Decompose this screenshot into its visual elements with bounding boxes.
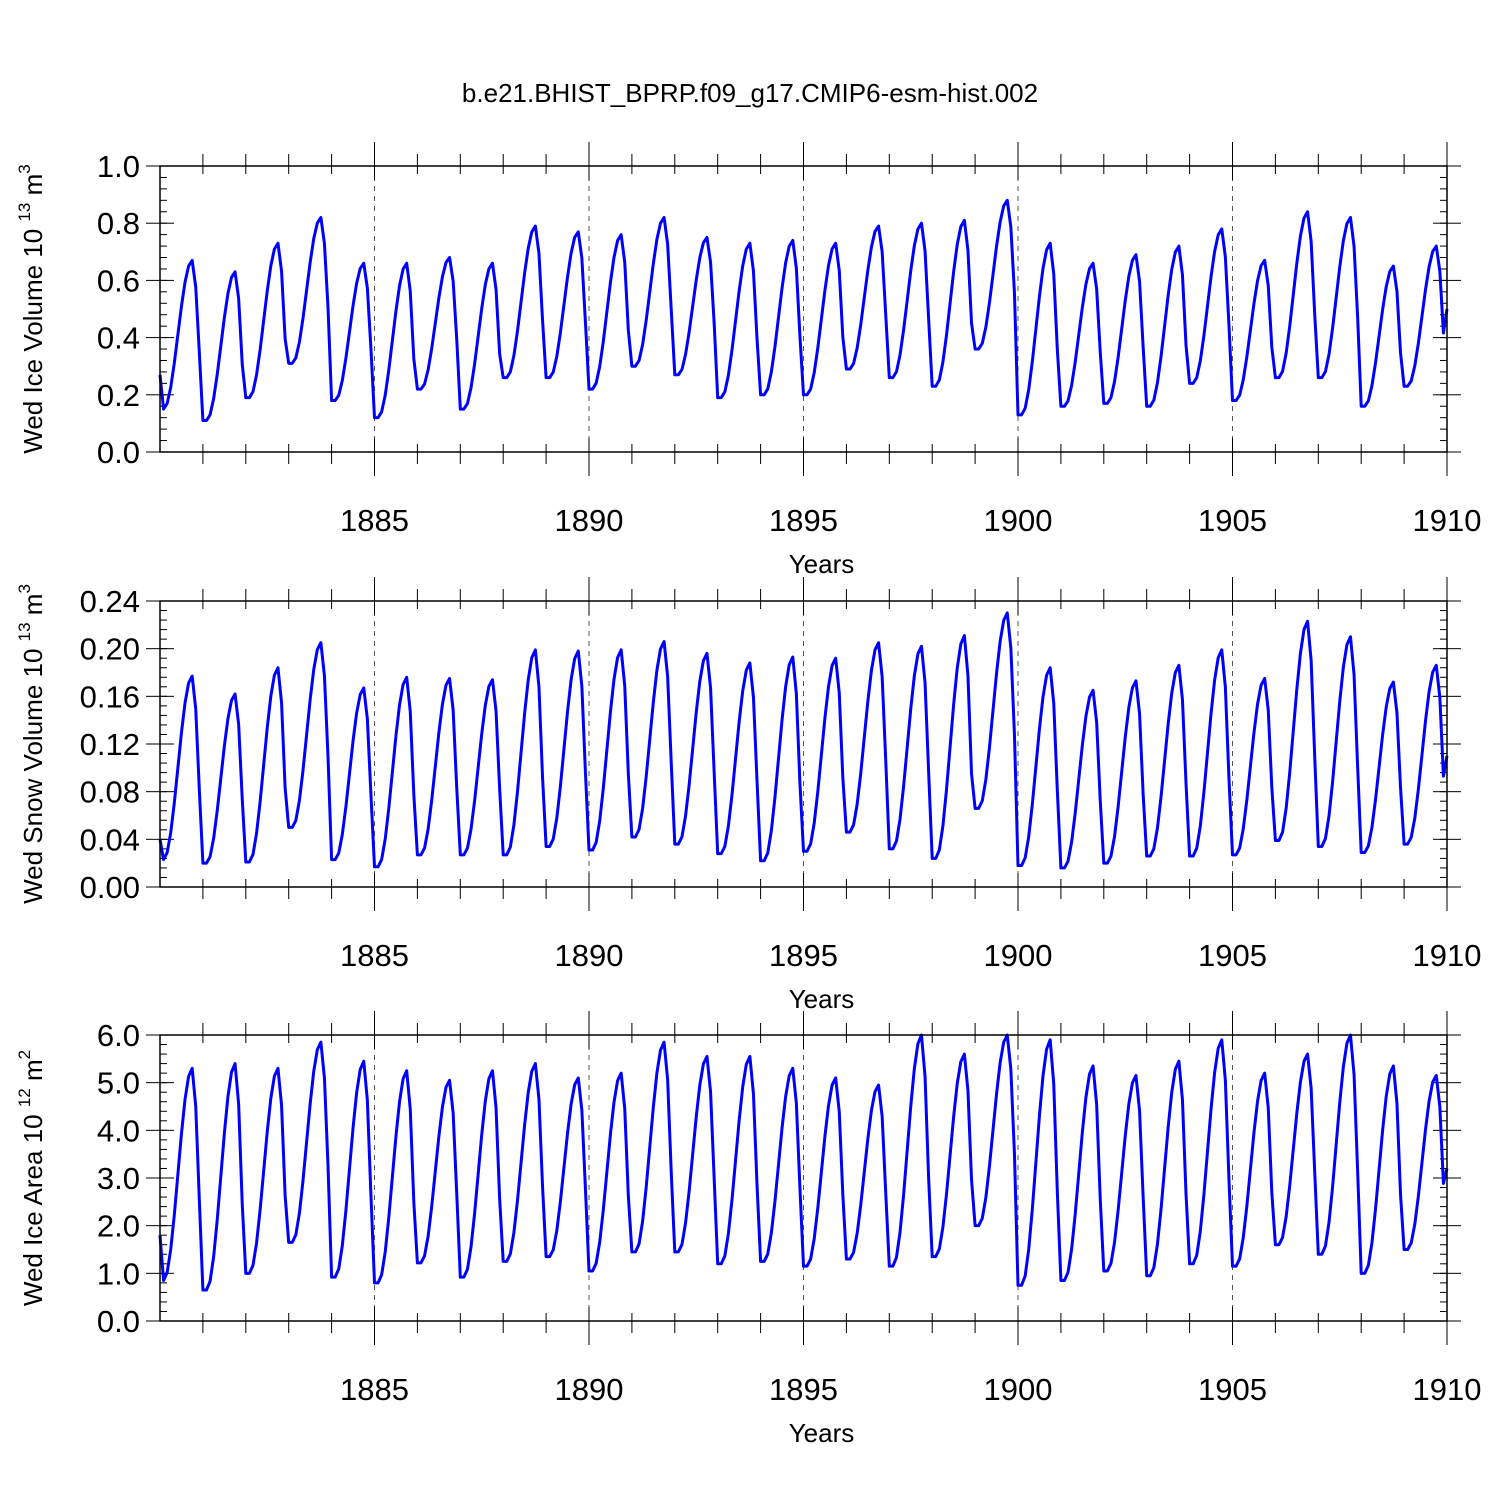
y-axis-title-exponent: 13 (15, 622, 34, 641)
x-axis-title: Years (789, 1418, 855, 1448)
series-line (158, 198, 1449, 423)
y-axis-title-unit-exponent: 2 (15, 1050, 34, 1059)
y-axis-title-unit-exponent: 3 (15, 164, 34, 173)
y-axis-title-unit-exponent: 3 (15, 584, 34, 593)
x-tick-label: 1890 (555, 503, 624, 538)
y-tick-label: 0.4 (97, 321, 140, 356)
y-tick-label: 3.0 (97, 1161, 140, 1196)
y-axis-title: Wed Snow Volume 10 13 m3 (15, 584, 48, 904)
y-tick-label: 0.16 (80, 679, 140, 714)
x-tick-label: 1890 (555, 938, 624, 973)
y-tick-label: 2.0 (97, 1209, 140, 1244)
y-axis-title-exponent: 13 (15, 203, 34, 222)
y-axis-title-base: Wed Ice Area 10 (18, 1107, 48, 1306)
y-axis-title-unit: m (18, 174, 48, 203)
y-tick-label: 0.6 (97, 263, 140, 298)
x-tick-label: 1895 (769, 503, 838, 538)
y-tick-label: 0.08 (80, 775, 140, 810)
y-tick-label: 4.0 (97, 1113, 140, 1148)
x-tick-label: 1885 (340, 503, 409, 538)
series-line (158, 611, 1449, 870)
x-tick-label: 1910 (1413, 503, 1482, 538)
y-tick-label: 0.04 (80, 822, 140, 857)
plot-frame (159, 165, 1448, 453)
x-tick-label: 1905 (1198, 503, 1267, 538)
y-tick-label: 0.24 (80, 584, 140, 619)
y-tick-label: 0.8 (97, 206, 140, 241)
y-tick-label: 0.20 (80, 632, 140, 667)
y-tick-label: 1.0 (97, 1256, 140, 1291)
x-tick-label: 1910 (1413, 938, 1482, 973)
x-tick-label: 1910 (1413, 1372, 1482, 1407)
y-axis-title-base: Wed Snow Volume 10 (18, 641, 48, 904)
y-axis-title-base: Wed Ice Volume 10 (18, 222, 48, 454)
y-tick-label: 0.12 (80, 727, 140, 762)
x-tick-label: 1905 (1198, 938, 1267, 973)
x-tick-label: 1900 (984, 503, 1053, 538)
series-line (158, 1033, 1449, 1292)
y-axis-title-unit: m (18, 1059, 48, 1088)
y-axis-title: Wed Ice Volume 10 13 m3 (15, 164, 48, 454)
x-axis-title: Years (789, 984, 855, 1014)
y-tick-label: 6.0 (97, 1018, 140, 1053)
x-axis-title: Years (789, 549, 855, 579)
y-tick-label: 0.00 (80, 870, 140, 905)
y-tick-label: 0.2 (97, 378, 140, 413)
y-tick-label: 0.0 (97, 435, 140, 470)
x-tick-label: 1885 (340, 938, 409, 973)
ice-area-panel: 0.0 1.0 2.0 3.0 4.0 5.0 6.0 1885 1890 1895 1900 190… (15, 1011, 1481, 1448)
plot-frame (159, 1034, 1448, 1322)
x-tick-label: 1885 (340, 1372, 409, 1407)
x-tick-label: 1900 (984, 938, 1053, 973)
x-tick-label: 1895 (769, 938, 838, 973)
plot-frame (159, 600, 1448, 888)
y-tick-label: 0.0 (97, 1304, 140, 1339)
y-axis-title: Wed Ice Area 10 12 m2 (15, 1050, 48, 1306)
x-tick-label: 1900 (984, 1372, 1053, 1407)
figure-title: b.e21.BHIST_BPRP.f09_g17.CMIP6-esm-hist.… (462, 78, 1038, 108)
y-tick-label: 1.0 (97, 149, 140, 184)
y-axis-title-exponent: 12 (15, 1088, 34, 1107)
snow-volume-panel: 0.00 0.04 0.08 0.12 0.16 0.20 0.24 1885 1890 1895… (15, 577, 1481, 1014)
y-tick-label: 5.0 (97, 1066, 140, 1101)
x-tick-label: 1905 (1198, 1372, 1267, 1407)
y-axis-title-unit: m (18, 594, 48, 623)
x-tick-label: 1890 (555, 1372, 624, 1407)
ice-volume-panel: 0.0 0.2 0.4 0.6 0.8 1.0 1885 1890 1895 1900 1905 19… (15, 142, 1481, 579)
x-tick-label: 1895 (769, 1372, 838, 1407)
